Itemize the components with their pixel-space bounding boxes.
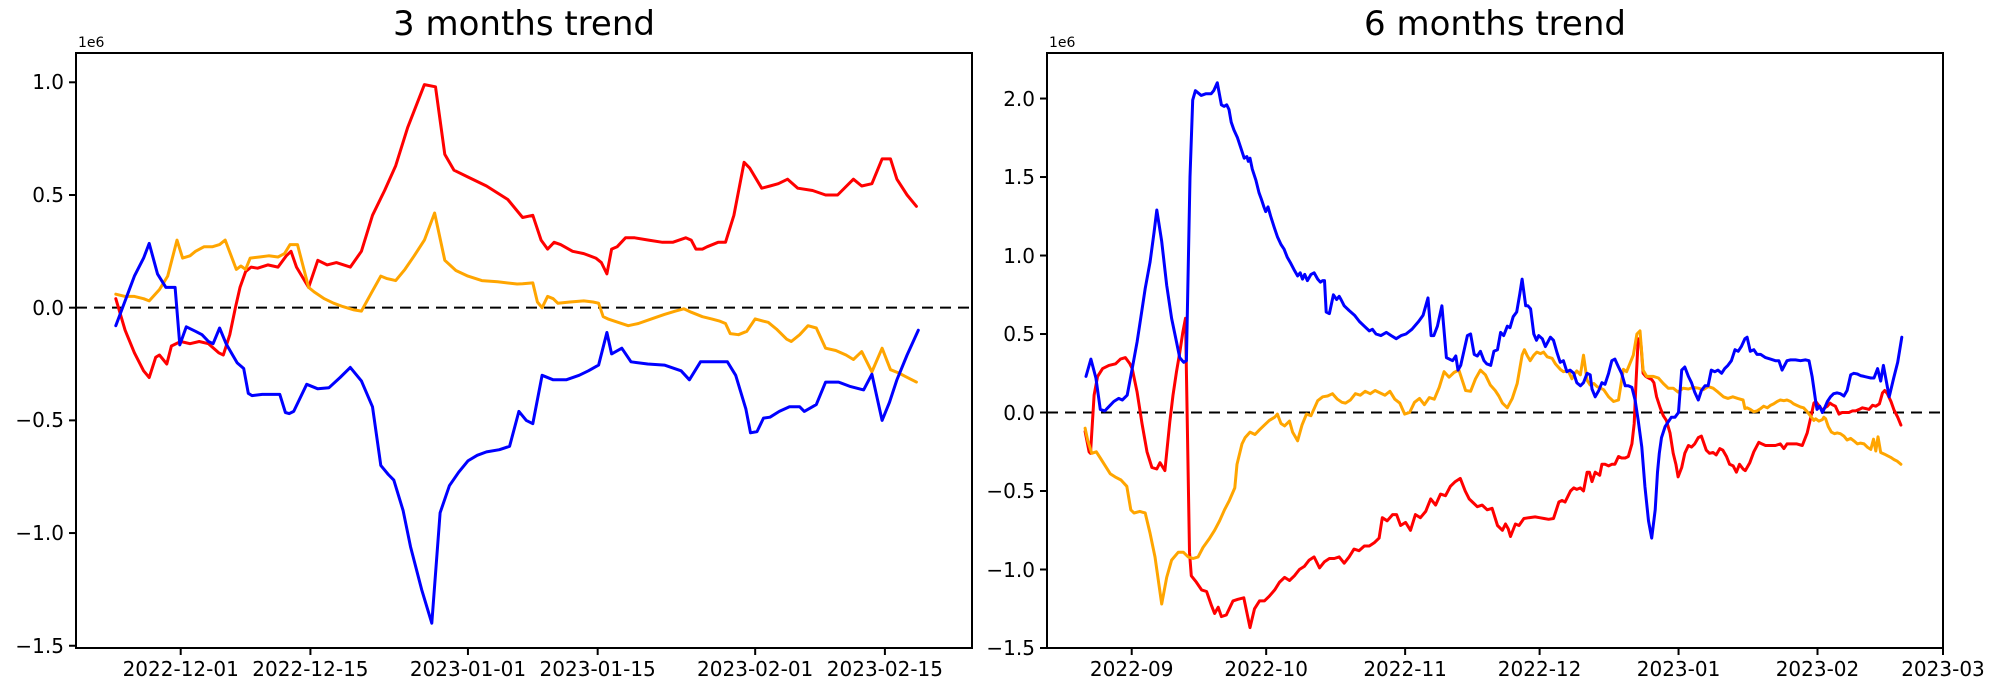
series-red-line [114, 83, 918, 379]
y-tick-label: 0.0 [32, 295, 64, 320]
axes-frame [75, 52, 973, 649]
y-axis-offset-label: 1e6 [1049, 35, 1076, 51]
x-tick-label: 2023-01-01 [409, 657, 527, 681]
x-tick-label: 2023-01 [1636, 657, 1721, 681]
series-red-line [1083, 316, 1903, 630]
x-tick-label: 2022-10 [1224, 657, 1308, 681]
y-tick-label: 0.5 [1003, 322, 1035, 347]
axes-frame [1046, 52, 1944, 649]
y-tick-label: −1.0 [15, 521, 64, 546]
plot-area [1040, 52, 1944, 655]
y-tick-label: −1.5 [986, 636, 1035, 660]
y-tick-label: 0.5 [32, 182, 64, 207]
x-tick-label: 2022-12-15 [252, 657, 369, 681]
x-tick-label: 2023-03 [1901, 657, 1985, 681]
x-tick-label: 2023-02-15 [826, 657, 944, 681]
y-tick-label: −1.5 [15, 633, 64, 658]
series-orange-line [114, 211, 918, 384]
x-tick-label: 2022-11 [1363, 657, 1447, 681]
x-tick-label: 2022-12-01 [122, 657, 239, 681]
y-tick-label: 1.5 [1003, 165, 1035, 190]
x-tick-label: 2023-02 [1775, 657, 1860, 681]
y-tick-label: 0.0 [1003, 400, 1035, 425]
chart-title: 6 months trend [1364, 4, 1626, 44]
chart-title: 3 months trend [393, 4, 655, 44]
series-orange-line [1083, 329, 1903, 606]
plot-area [69, 52, 973, 655]
series-blue-line [1084, 81, 1904, 540]
x-tick-label: 2022-09 [1089, 657, 1174, 681]
y-tick-label: 2.0 [1003, 86, 1035, 111]
y-axis-offset-label: 1e6 [78, 35, 105, 51]
y-tick-label: 1.0 [1003, 243, 1035, 268]
x-tick-label: 2023-02-01 [697, 657, 814, 681]
y-tick-label: 1.0 [32, 70, 64, 95]
series-blue-line [114, 241, 920, 625]
x-tick-label: 2023-01-15 [539, 657, 656, 681]
y-tick-label: −1.0 [986, 557, 1035, 582]
y-tick-label: −0.5 [986, 479, 1035, 503]
y-tick-label: −0.5 [15, 408, 64, 433]
x-tick-label: 2022-12 [1497, 657, 1582, 681]
